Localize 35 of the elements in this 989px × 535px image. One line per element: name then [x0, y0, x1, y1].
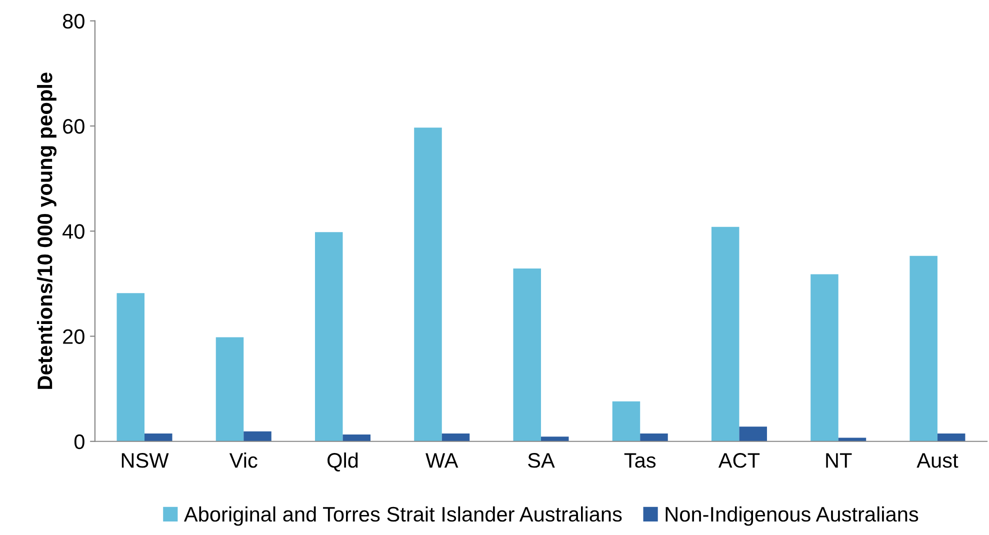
x-tick-label: Qld: [328, 452, 358, 472]
x-tick-label: WA: [426, 453, 458, 468]
bar: [244, 431, 272, 442]
bar: [711, 226, 740, 442]
legend-label: Non-Indigenous Australians: [666, 506, 918, 526]
bar: [612, 401, 640, 442]
y-tick-label: 0: [74, 434, 84, 450]
bar: [314, 232, 343, 442]
x-tick-label: Aust: [916, 453, 958, 468]
x-tick-label: SA: [528, 453, 555, 468]
x-tick-label: Tas: [624, 453, 656, 468]
bar: [216, 337, 244, 442]
bar: [414, 128, 442, 442]
bar: [442, 433, 470, 442]
y-tick-label: 20: [63, 329, 84, 344]
y-axis-title: Detentions/10 000 young people: [36, 72, 56, 389]
x-tick-label: NT: [826, 453, 852, 468]
bar: [513, 268, 541, 442]
legend-label: Aboriginal and Torres Strait Islander Australians: [184, 506, 622, 526]
x-tick-label: ACT: [718, 453, 760, 468]
bar: [739, 426, 767, 442]
bar: [640, 433, 668, 442]
y-tick-label: 60: [63, 118, 84, 134]
bar: [937, 433, 966, 442]
bar: [144, 433, 172, 442]
bar: [342, 434, 370, 442]
bar: [116, 293, 145, 442]
bar: [838, 438, 866, 442]
x-tick-label: Vic: [229, 452, 258, 468]
y-tick-label: 40: [62, 224, 84, 239]
bar: [540, 436, 569, 442]
y-tick-label: 80: [62, 14, 84, 29]
x-tick-label: NSW: [122, 453, 169, 468]
bar: [810, 274, 838, 442]
bar: [910, 256, 938, 442]
